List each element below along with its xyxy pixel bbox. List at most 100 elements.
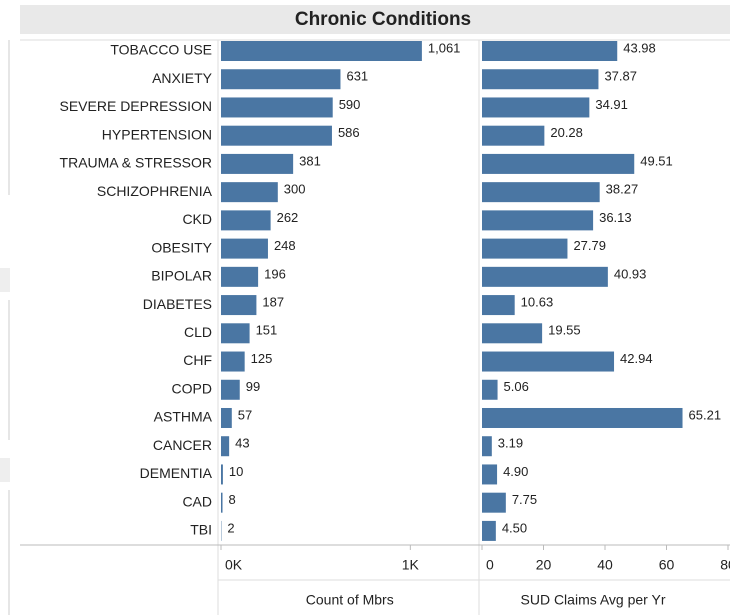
bar xyxy=(221,492,223,513)
value-label: 4.50 xyxy=(502,520,527,535)
bar xyxy=(482,238,568,259)
category-label: CKD xyxy=(182,211,212,227)
category-label: TBI xyxy=(190,522,212,538)
bar xyxy=(221,125,332,146)
bar xyxy=(221,210,271,231)
bar xyxy=(221,238,268,259)
category-label: TRAUMA & STRESSOR xyxy=(60,155,212,171)
category-label: DIABETES xyxy=(143,296,212,312)
category-label: CHF xyxy=(183,352,212,368)
value-label: 27.79 xyxy=(573,238,606,253)
bar xyxy=(482,97,590,118)
bar xyxy=(221,69,341,90)
bar xyxy=(221,295,257,316)
category-label: BIPOLAR xyxy=(151,268,212,284)
value-label: 40.93 xyxy=(614,266,647,281)
bar xyxy=(221,97,333,118)
category-label: SCHIZOPHRENIA xyxy=(97,183,213,199)
bar xyxy=(482,323,543,344)
chart-title: Chronic Conditions xyxy=(295,9,471,30)
value-label: 1,061 xyxy=(428,40,461,55)
value-label: 187 xyxy=(262,295,284,310)
x-tick-label: 0K xyxy=(225,557,243,573)
category-label: OBESITY xyxy=(151,239,212,255)
axis-title: SUD Claims Avg per Yr xyxy=(521,592,666,608)
bar xyxy=(482,379,498,400)
x-tick-label: 0 xyxy=(486,557,494,573)
bar xyxy=(482,41,618,61)
category-label: CLD xyxy=(184,324,212,340)
bar xyxy=(482,125,545,146)
value-label: 5.06 xyxy=(504,379,529,394)
bar xyxy=(482,182,600,203)
value-label: 586 xyxy=(338,125,360,140)
value-label: 42.94 xyxy=(620,351,653,366)
value-label: 36.13 xyxy=(599,210,632,225)
value-label: 2 xyxy=(227,520,234,535)
bar xyxy=(221,41,422,61)
x-tick-label: 40 xyxy=(597,557,613,573)
value-label: 262 xyxy=(277,210,299,225)
category-label: SEVERE DEPRESSION xyxy=(60,98,213,114)
bar xyxy=(221,266,259,287)
bar xyxy=(221,464,223,485)
bar xyxy=(221,379,240,400)
bar xyxy=(482,69,599,90)
bar xyxy=(482,210,594,231)
value-label: 300 xyxy=(284,182,306,197)
bar xyxy=(482,295,515,316)
x-tick-label: 60 xyxy=(659,557,675,573)
bar xyxy=(482,351,615,372)
value-label: 43 xyxy=(235,436,249,451)
bar xyxy=(221,182,278,203)
category-label: COPD xyxy=(172,380,212,396)
category-label: CAD xyxy=(182,493,212,509)
title-bar xyxy=(20,5,730,34)
category-label: CANCER xyxy=(153,437,212,453)
value-label: 381 xyxy=(299,153,321,168)
value-label: 7.75 xyxy=(512,492,537,507)
axis-title: Count of Mbrs xyxy=(306,592,394,608)
x-tick-label: 80 xyxy=(720,557,730,573)
value-label: 99 xyxy=(246,379,260,394)
value-label: 37.87 xyxy=(604,69,637,84)
value-label: 65.21 xyxy=(689,407,722,422)
x-tick-label: 1K xyxy=(402,557,420,573)
bar xyxy=(221,407,232,428)
value-label: 43.98 xyxy=(623,40,656,55)
value-label: 8 xyxy=(229,492,236,507)
bar xyxy=(482,266,608,287)
category-label: TOBACCO USE xyxy=(110,42,212,58)
value-label: 34.91 xyxy=(595,97,628,112)
bar xyxy=(221,153,294,174)
value-label: 19.55 xyxy=(548,323,581,338)
bar xyxy=(482,520,496,541)
panel-header xyxy=(0,268,10,292)
category-label: ASTHMA xyxy=(154,409,213,425)
panel-header xyxy=(0,458,10,482)
category-label: DEMENTIA xyxy=(140,465,213,481)
value-label: 49.51 xyxy=(640,153,673,168)
value-label: 10 xyxy=(229,464,243,479)
category-label: HYPERTENSION xyxy=(102,126,212,142)
category-label: ANXIETY xyxy=(152,70,213,86)
value-label: 10.63 xyxy=(521,295,554,310)
value-label: 151 xyxy=(256,323,278,338)
value-label: 3.19 xyxy=(498,436,523,451)
bar xyxy=(482,436,492,457)
value-label: 4.90 xyxy=(503,464,528,479)
value-label: 20.28 xyxy=(550,125,583,140)
bar xyxy=(221,323,250,344)
bar xyxy=(221,351,245,372)
value-label: 125 xyxy=(251,351,273,366)
value-label: 631 xyxy=(346,69,368,84)
value-label: 38.27 xyxy=(606,182,639,197)
bar xyxy=(221,436,230,457)
bar xyxy=(482,492,506,513)
value-label: 57 xyxy=(238,407,252,422)
value-label: 196 xyxy=(264,266,286,281)
bar xyxy=(482,407,683,428)
bar xyxy=(482,153,635,174)
